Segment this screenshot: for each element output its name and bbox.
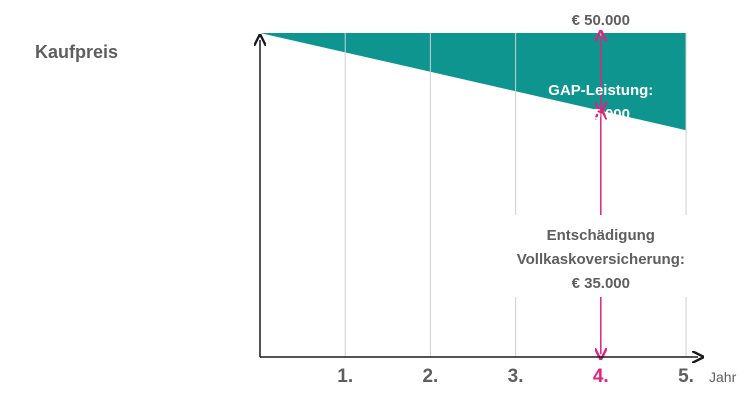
top-value-label: € 50.000 bbox=[572, 12, 630, 29]
x-tick-label-4: 4. bbox=[593, 366, 609, 387]
gap-label: GAP-Leistung: bbox=[548, 82, 653, 99]
compensation-label-line2: Vollkaskoversicherung: bbox=[517, 251, 685, 268]
x-tick-label-2: 2. bbox=[422, 366, 438, 387]
compensation-label-background bbox=[500, 215, 700, 297]
gap-area bbox=[260, 33, 686, 131]
y-axis-label: Kaufpreis bbox=[35, 42, 118, 62]
x-tick-label-3: 3. bbox=[508, 366, 524, 387]
gap-value: € 15.000 bbox=[572, 106, 630, 123]
x-tick-labels: 1. 2. 3. 4. 5. bbox=[337, 366, 694, 387]
compensation-label-line1: Entschädigung bbox=[547, 227, 655, 244]
compensation-value: € 35.000 bbox=[572, 275, 630, 292]
x-tick-label-1: 1. bbox=[337, 366, 353, 387]
x-tick-label-5: 5. bbox=[678, 366, 694, 387]
x-axis-label: Jahr bbox=[709, 369, 737, 385]
